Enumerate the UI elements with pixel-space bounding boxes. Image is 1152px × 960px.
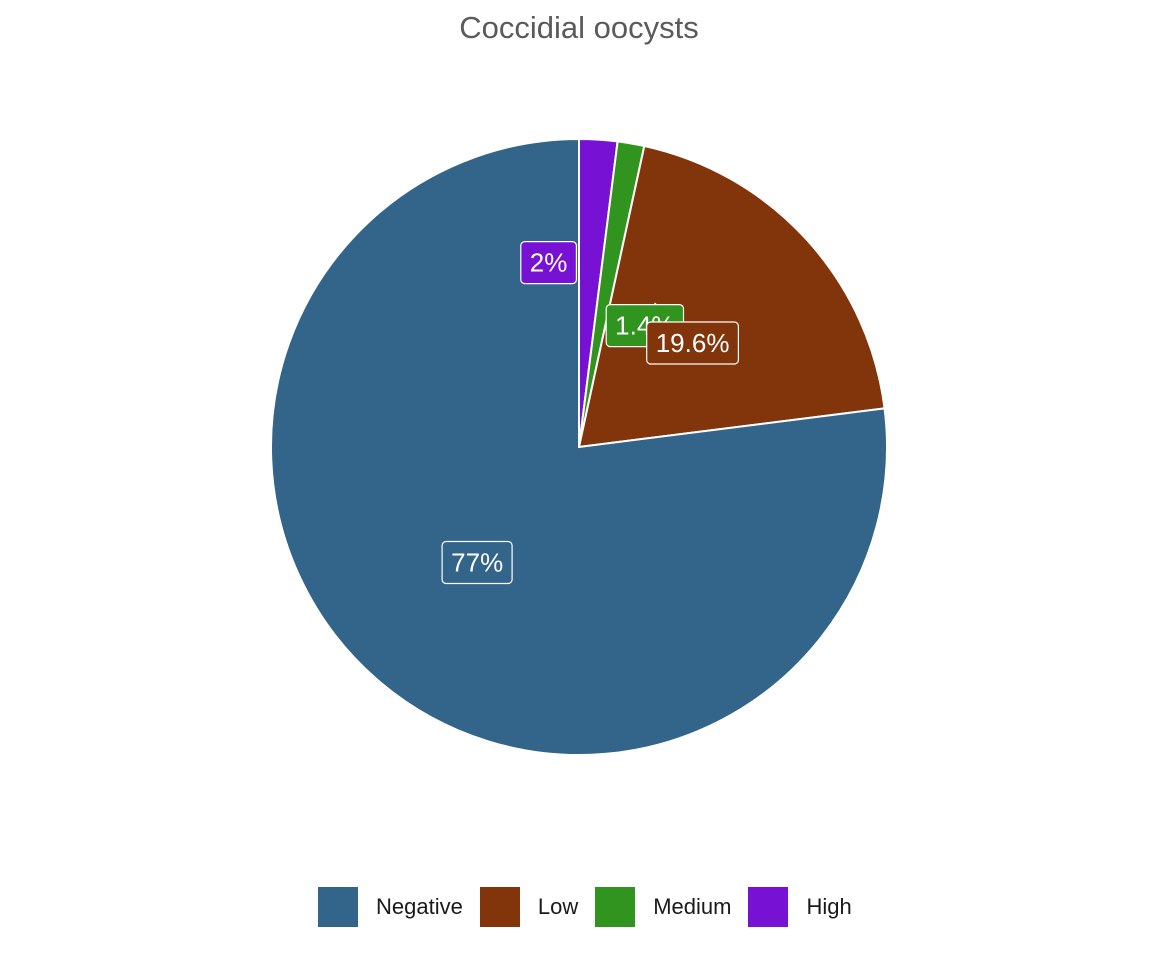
legend-item-high: High bbox=[748, 887, 852, 927]
legend-item-negative: Negative bbox=[318, 887, 463, 927]
slice-label-low: 19.6% bbox=[656, 328, 730, 358]
legend-label-negative: Negative bbox=[376, 894, 463, 919]
pie-slice-negative bbox=[270, 137, 888, 756]
legend-item-low: Low bbox=[479, 887, 579, 927]
slice-label-box-high bbox=[520, 241, 577, 285]
slice-label-box-low bbox=[646, 321, 740, 365]
pie-slices bbox=[270, 137, 888, 756]
legend-swatch-high bbox=[748, 887, 789, 927]
chart-title: Coccidial oocysts bbox=[459, 10, 699, 45]
legend-item-medium: Medium bbox=[595, 887, 731, 927]
legend-swatch-negative bbox=[318, 887, 358, 927]
legend-swatch-low bbox=[479, 887, 520, 927]
slice-label-high: 2% bbox=[530, 248, 568, 278]
pie-slice-low bbox=[577, 144, 886, 449]
legend-label-low: Low bbox=[537, 894, 579, 919]
legend-swatch-medium bbox=[595, 887, 636, 927]
slice-label-negative: 77% bbox=[451, 548, 503, 578]
legend-label-medium: Medium bbox=[653, 894, 732, 919]
legend: Negative Low Medium High bbox=[318, 887, 869, 927]
slice-labels: 2%1.4%19.6%77% bbox=[441, 241, 740, 585]
legend-label-high: High bbox=[806, 894, 852, 919]
slice-label-box-negative bbox=[441, 540, 513, 585]
